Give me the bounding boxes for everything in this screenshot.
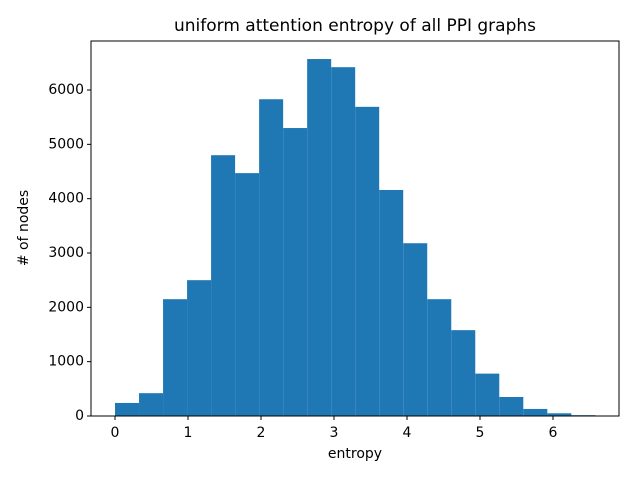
bar xyxy=(475,373,500,416)
plot-frame xyxy=(90,40,620,417)
bar xyxy=(211,155,236,416)
x-tick-label: 4 xyxy=(403,425,412,441)
y-tick-label: 4000 xyxy=(48,191,84,207)
bar xyxy=(331,67,356,417)
y-tick-label: 1000 xyxy=(48,354,84,370)
bar xyxy=(547,413,572,416)
x-tick-label: 2 xyxy=(257,425,266,441)
bar xyxy=(427,299,452,416)
x-tick-label: 3 xyxy=(330,425,339,441)
bar xyxy=(451,330,476,416)
x-tick-label: 1 xyxy=(184,425,193,441)
bar xyxy=(403,243,428,416)
bar xyxy=(307,59,332,417)
bar xyxy=(235,173,260,416)
y-tick-label: 0 xyxy=(75,408,84,424)
bar xyxy=(163,299,188,416)
x-axis-label: entropy xyxy=(328,446,382,462)
x-tick-label: 0 xyxy=(111,425,120,441)
x-tick-label: 6 xyxy=(549,425,558,441)
bar xyxy=(259,99,284,416)
chart-title: uniform attention entropy of all PPI gra… xyxy=(174,16,536,36)
bar xyxy=(499,396,524,416)
y-tick-label: 5000 xyxy=(48,136,84,152)
y-axis-label: # of nodes xyxy=(16,190,32,266)
y-tick-label: 3000 xyxy=(48,245,84,261)
bar xyxy=(187,280,212,416)
bar xyxy=(283,128,308,417)
bar xyxy=(355,106,380,417)
y-tick-label: 6000 xyxy=(48,82,84,98)
bar xyxy=(523,408,548,416)
bar xyxy=(115,402,140,416)
x-tick-label: 5 xyxy=(476,425,485,441)
bar xyxy=(379,189,404,416)
bar xyxy=(139,393,164,416)
y-tick-label: 2000 xyxy=(48,299,84,315)
